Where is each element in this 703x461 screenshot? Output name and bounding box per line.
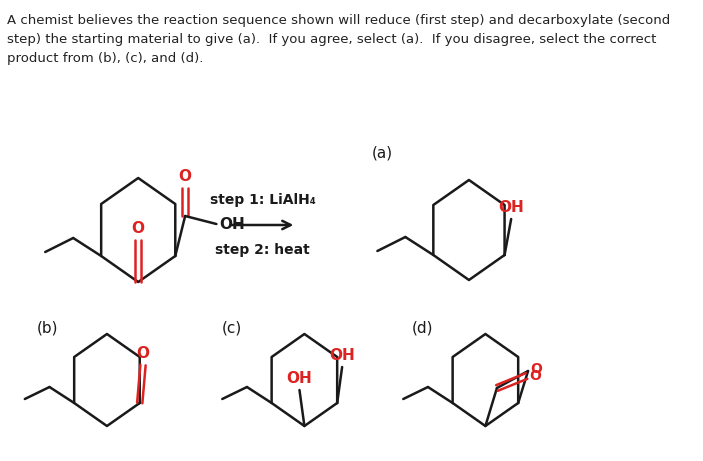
Text: O: O [136, 346, 150, 361]
Text: OH: OH [498, 200, 524, 215]
Text: O: O [529, 369, 541, 383]
Text: OH: OH [219, 217, 245, 231]
Text: step) the starting material to give (a).  If you agree, select (a).  If you disa: step) the starting material to give (a).… [6, 33, 656, 46]
Text: O: O [131, 221, 145, 236]
Text: (d): (d) [411, 320, 433, 335]
Text: step 1: LiAlH₄: step 1: LiAlH₄ [209, 193, 316, 207]
Text: (b): (b) [37, 320, 58, 335]
Text: OH: OH [329, 348, 355, 363]
Text: product from (b), (c), and (d).: product from (b), (c), and (d). [6, 52, 203, 65]
Text: step 2: heat: step 2: heat [215, 243, 310, 257]
Text: (c): (c) [222, 320, 243, 335]
Text: O: O [531, 362, 543, 376]
Text: OH: OH [287, 371, 312, 386]
Text: (a): (a) [372, 145, 393, 160]
Text: A chemist believes the reaction sequence shown will reduce (first step) and deca: A chemist believes the reaction sequence… [6, 14, 670, 27]
Text: O: O [179, 169, 192, 184]
